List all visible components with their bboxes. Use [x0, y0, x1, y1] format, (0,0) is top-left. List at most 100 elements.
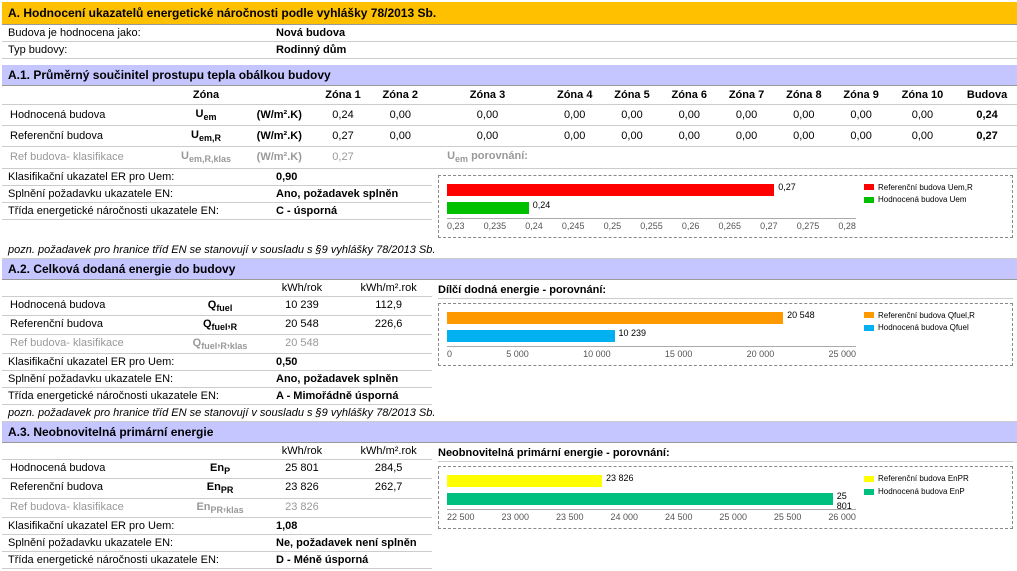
col: Zóna 4	[546, 86, 603, 105]
tick: 24 500	[665, 512, 693, 522]
label: Splnění požadavku ukazatele EN:	[2, 188, 276, 200]
compare-label: Uem porovnání:	[429, 147, 546, 168]
bar-label: 25 801	[837, 491, 856, 511]
cell: 0,27	[314, 126, 371, 147]
row-name: Ref budova- klasifikace	[2, 337, 182, 351]
cell	[832, 147, 889, 168]
under-row: Třída energetické náročnosti ukazatele E…	[2, 552, 432, 569]
row-name: Hodnocená budova	[2, 462, 182, 476]
v1: 25 801	[259, 462, 346, 476]
cell: 0,00	[429, 105, 546, 126]
legend-swatch	[864, 184, 874, 190]
axis: 22 50023 00023 50024 00024 50025 00025 5…	[447, 509, 856, 522]
col: Zóna 2	[372, 86, 429, 105]
cell: 0,00	[603, 126, 660, 147]
a2-col-head: kWh/rok kWh/m².rok	[2, 280, 432, 297]
legend-item: Hodnocená budova Qfuel	[864, 322, 1004, 335]
data-row: Ref budova- klasifikaceQfuel,R,klas20 54…	[2, 335, 432, 354]
tick: 0,24	[525, 221, 543, 231]
cell	[718, 147, 775, 168]
bar-label: 0,27	[778, 182, 796, 192]
row-name: Referenční budova	[2, 318, 182, 332]
value: 1,08	[276, 520, 297, 532]
under-row: Třída energetické náročnosti ukazatele E…	[2, 203, 432, 220]
tick: 25 000	[828, 349, 856, 359]
col: Zóna 5	[603, 86, 660, 105]
under-row: Splnění požadavku ukazatele EN:Ano, poža…	[2, 186, 432, 203]
cell: 0,00	[775, 105, 832, 126]
legend-item: Referenční budova EnPR	[864, 473, 1004, 486]
bar-row: 10 239	[447, 328, 856, 344]
value: Nová budova	[276, 27, 476, 39]
sym: EnP	[182, 462, 259, 476]
v2	[345, 337, 432, 351]
data-row: Referenční budovaQfuel,R20 548226,6	[2, 316, 432, 335]
sym: Qfuel	[182, 299, 259, 313]
a2-chart: 20 54810 23905 00010 00015 00020 00025 0…	[438, 303, 1013, 366]
legend-swatch	[864, 476, 874, 482]
bar-label: 23 826	[606, 473, 634, 483]
tick: 26 000	[828, 512, 856, 522]
tick: 0,265	[718, 221, 741, 231]
label: Klasifikační ukazatel ER pro Uem:	[2, 356, 276, 368]
v1: 20 548	[259, 318, 346, 332]
bar	[447, 493, 833, 505]
label: Splnění požadavku ukazatele EN:	[2, 537, 276, 549]
a2-note: pozn. požadavek pro hranice tříd EN se s…	[2, 405, 1017, 422]
cell: 0,00	[890, 126, 955, 147]
tick: 15 000	[665, 349, 693, 359]
unit: (W/m².K)	[244, 105, 314, 126]
tick: 0,25	[604, 221, 622, 231]
tick: 0,26	[682, 221, 700, 231]
col: Zóna 6	[661, 86, 718, 105]
cell: 0,00	[661, 126, 718, 147]
sym: Uem	[168, 105, 244, 126]
tick: 0,245	[562, 221, 585, 231]
under-row: Třída energetické náročnosti ukazatele E…	[2, 388, 432, 405]
a3-chart-title: Neobnovitelná primární energie - porovná…	[438, 447, 1013, 462]
cell: 0,00	[832, 126, 889, 147]
bar	[447, 312, 783, 324]
under-row: Klasifikační ukazatel ER pro Uem:0,90	[2, 169, 432, 186]
cell: 0,27	[314, 147, 371, 168]
legend-item: Referenční budova Qfuel,R	[864, 310, 1004, 323]
row-name: Ref budova- klasifikace	[2, 501, 182, 515]
value: D - Méně úsporná	[276, 554, 368, 566]
tick: 25 500	[774, 512, 802, 522]
a2-chart-title: Dílčí dodná energie - porovnání:	[438, 284, 1013, 299]
legend-swatch	[864, 325, 874, 331]
cell: 0,00	[546, 105, 603, 126]
bar	[447, 330, 615, 342]
under-row: Splnění požadavku ukazatele EN:Ne, požad…	[2, 535, 432, 552]
under-row: Klasifikační ukazatel ER pro Uem:0,50	[2, 354, 432, 371]
axis: 05 00010 00015 00020 00025 000	[447, 346, 856, 359]
col	[244, 86, 314, 105]
bar	[447, 202, 529, 214]
a3-col-head: kWh/rok kWh/m².rok	[2, 443, 432, 460]
value: 0,90	[276, 171, 297, 183]
col: Zóna	[168, 86, 244, 105]
cell: 0,24	[314, 105, 371, 126]
row-building-type: Typ budovy: Rodinný dům	[2, 42, 1017, 59]
bar	[447, 475, 602, 487]
cell	[603, 147, 660, 168]
col: Zóna 8	[775, 86, 832, 105]
legend-swatch	[864, 312, 874, 318]
sym: Qfuel,R	[182, 318, 259, 332]
bar-label: 10 239	[619, 328, 647, 338]
label: Typ budovy:	[2, 44, 186, 56]
col: Zóna 10	[890, 86, 955, 105]
bar	[447, 184, 774, 196]
value: C - úsporná	[276, 205, 337, 217]
bar-label: 0,24	[533, 200, 551, 210]
legend-item: Referenční budova Uem,R	[864, 182, 1004, 195]
section-a-header: A. Hodnocení ukazatelů energetické nároč…	[2, 2, 1017, 25]
label: Klasifikační ukazatel ER pro Uem:	[2, 171, 276, 183]
legend-swatch	[864, 489, 874, 495]
col	[2, 86, 168, 105]
bar-row: 23 826	[447, 473, 856, 489]
cell: 0,00	[429, 126, 546, 147]
tick: 24 000	[610, 512, 638, 522]
tick: 10 000	[583, 349, 611, 359]
under-row: Splnění požadavku ukazatele EN:Ano, poža…	[2, 371, 432, 388]
